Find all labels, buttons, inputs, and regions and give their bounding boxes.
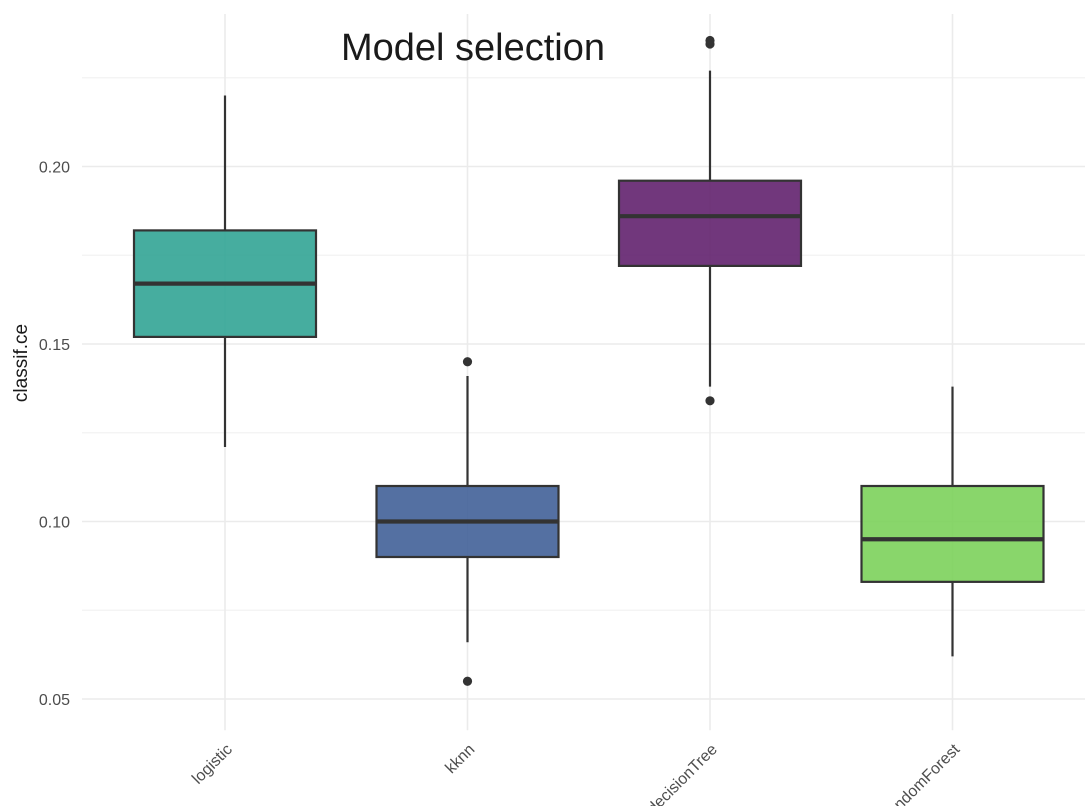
box-logistic bbox=[132, 95, 318, 447]
grid-lines bbox=[82, 14, 1085, 731]
y-tick-label: 0.20 bbox=[39, 160, 70, 177]
y-tick-label: 0.10 bbox=[39, 515, 70, 532]
box-kknn bbox=[375, 357, 560, 686]
y-axis-label: classif.ce bbox=[11, 324, 32, 402]
outlier-point bbox=[462, 357, 473, 367]
outlier-point bbox=[462, 676, 473, 686]
boxes bbox=[132, 35, 1045, 686]
x-tick-label: decisionTree bbox=[644, 741, 720, 806]
box-randomForest bbox=[860, 386, 1045, 657]
x-tick-label: randomForest bbox=[881, 741, 964, 806]
y-tick-labels: 0.05 0.10 0.15 0.20 bbox=[39, 160, 70, 710]
y-tick-label: 0.15 bbox=[39, 337, 70, 354]
x-tick-label: kknn bbox=[442, 741, 478, 777]
x-tick-label: logistic bbox=[189, 741, 236, 788]
box-decisionTree bbox=[617, 35, 803, 406]
y-tick-label: 0.05 bbox=[39, 692, 70, 709]
outlier-point bbox=[705, 35, 715, 46]
chart-title: Model selection bbox=[341, 27, 605, 69]
x-tick-labels: logistic kknn decisionTree randomForest bbox=[189, 741, 963, 806]
outlier-point bbox=[705, 396, 715, 406]
box-iqr bbox=[860, 484, 1045, 583]
box-iqr bbox=[617, 179, 803, 267]
